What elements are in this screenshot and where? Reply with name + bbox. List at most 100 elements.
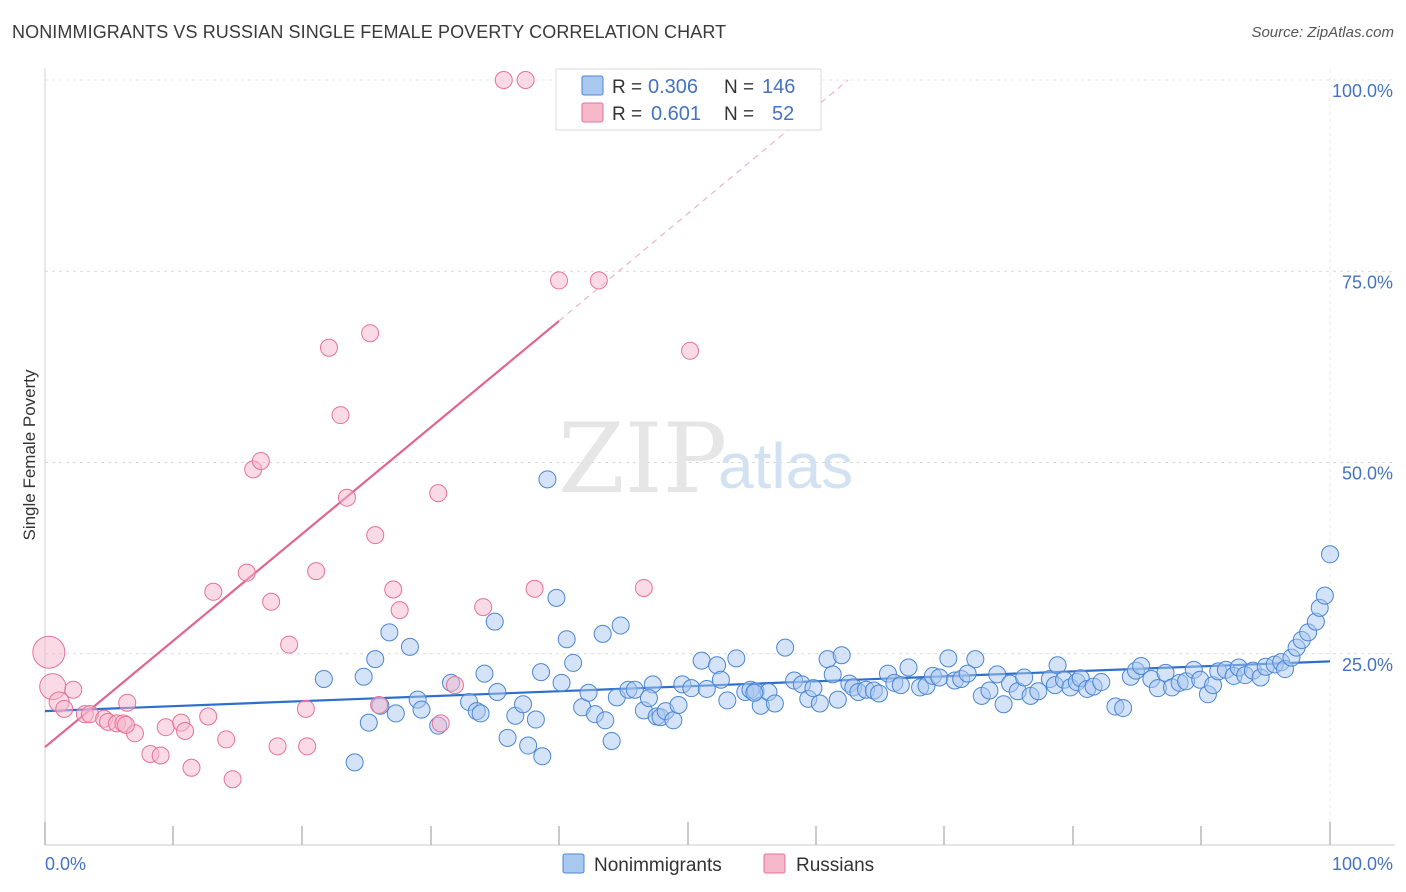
data-point-nonimmigrants: [1092, 673, 1111, 692]
data-point-nonimmigrants: [471, 704, 490, 723]
data-point-nonimmigrants: [1321, 545, 1339, 564]
data-point-nonimmigrants: [412, 700, 431, 719]
data-point-nonimmigrants: [514, 695, 533, 714]
data-point-russians: [361, 324, 380, 343]
data-point-nonimmigrants: [958, 664, 977, 683]
chart-source: Source: ZipAtlas.com: [1251, 24, 1394, 41]
data-point-nonimmigrants: [354, 667, 373, 686]
data-point-nonimmigrants: [669, 696, 688, 715]
data-point-russians: [55, 699, 74, 718]
data-point-russians: [370, 696, 389, 715]
data-point-russians: [223, 770, 242, 789]
data-point-russians: [32, 635, 66, 669]
data-point-russians: [525, 579, 544, 598]
y-axis-label: Single Female Poverty: [20, 369, 39, 541]
bottom-legend: Nonimmigrants Russians: [562, 853, 874, 876]
data-point-nonimmigrants: [804, 679, 823, 698]
trend-line-russians: [44, 320, 560, 748]
data-point-russians: [262, 592, 281, 611]
data-point-nonimmigrants: [727, 649, 746, 668]
data-point-russians: [494, 71, 513, 89]
data-point-nonimmigrants: [533, 747, 552, 766]
data-point-nonimmigrants: [664, 711, 683, 730]
data-point-nonimmigrants: [869, 684, 888, 703]
data-point-nonimmigrants: [828, 690, 847, 709]
data-point-nonimmigrants: [988, 665, 1007, 684]
data-point-russians: [268, 737, 287, 756]
data-point-nonimmigrants: [400, 637, 419, 656]
data-point-russians: [182, 758, 201, 777]
data-point-nonimmigrants: [380, 623, 399, 642]
data-point-nonimmigrants: [692, 651, 711, 670]
y-tick-label: 75.0%: [1342, 272, 1393, 292]
legend-r-label: R =: [612, 104, 642, 125]
data-point-russians: [251, 451, 270, 470]
bottom-legend-swatch-nonimmigrants: [562, 853, 585, 874]
data-point-nonimmigrants: [359, 713, 378, 732]
data-point-nonimmigrants: [532, 663, 551, 682]
data-point-nonimmigrants: [711, 670, 730, 689]
data-point-nonimmigrants: [519, 736, 538, 755]
data-points: [32, 71, 1339, 789]
data-point-nonimmigrants: [552, 673, 571, 692]
data-point-nonimmigrants: [386, 704, 405, 723]
data-point-russians: [296, 699, 315, 718]
data-point-nonimmigrants: [682, 679, 701, 698]
x-tick-label: 0.0%: [45, 854, 86, 874]
bottom-legend-label-nonimmigrants: Nonimmigrants: [594, 855, 722, 876]
data-point-nonimmigrants: [564, 653, 583, 672]
data-point-russians: [237, 563, 256, 582]
data-point-nonimmigrants: [498, 728, 517, 747]
data-point-nonimmigrants: [994, 695, 1013, 714]
data-point-nonimmigrants: [810, 694, 829, 713]
legend-n-value: 146: [762, 76, 795, 98]
data-point-russians: [474, 598, 493, 617]
data-point-nonimmigrants: [602, 731, 621, 750]
data-point-nonimmigrants: [930, 668, 949, 687]
data-point-russians: [64, 680, 83, 699]
chart-title: NONIMMIGRANTS VS RUSSIAN SINGLE FEMALE P…: [12, 22, 727, 42]
data-point-russians: [331, 406, 350, 425]
y-tick-label: 50.0%: [1342, 464, 1393, 484]
legend-swatch-nonimmigrants: [581, 75, 604, 96]
data-point-nonimmigrants: [625, 680, 644, 699]
x-tick-label: 100.0%: [1332, 854, 1393, 874]
data-point-russians: [116, 715, 135, 734]
correlation-legend: R = 0.306 N = 146 R = 0.601 N = 52: [555, 68, 822, 131]
legend-r-label: R =: [612, 77, 642, 98]
data-point-nonimmigrants: [579, 683, 598, 702]
data-point-nonimmigrants: [745, 683, 764, 702]
data-point-russians: [176, 722, 195, 741]
data-point-russians: [118, 693, 137, 712]
data-point-nonimmigrants: [366, 650, 385, 669]
data-point-nonimmigrants: [765, 694, 784, 713]
data-point-nonimmigrants: [1315, 586, 1334, 605]
watermark-atlas: atlas: [718, 430, 853, 502]
data-point-nonimmigrants: [1114, 699, 1133, 718]
data-point-nonimmigrants: [980, 681, 999, 700]
data-point-russians: [390, 601, 409, 620]
data-point-nonimmigrants: [1015, 668, 1034, 687]
data-point-russians: [337, 488, 356, 507]
axes: [44, 68, 1395, 846]
legend-n-value: 52: [772, 103, 794, 125]
data-point-nonimmigrants: [966, 650, 985, 669]
legend-r-value: 0.601: [651, 103, 701, 125]
data-point-nonimmigrants: [1029, 682, 1048, 701]
legend-swatch-russians: [581, 102, 604, 123]
data-point-russians: [384, 580, 403, 599]
data-point-nonimmigrants: [526, 710, 545, 729]
data-point-nonimmigrants: [475, 664, 494, 683]
data-point-nonimmigrants: [596, 711, 615, 730]
data-point-nonimmigrants: [547, 588, 566, 607]
data-point-nonimmigrants: [776, 638, 795, 657]
legend-n-label: N =: [724, 77, 754, 98]
data-point-nonimmigrants: [611, 616, 630, 635]
data-point-nonimmigrants: [939, 649, 958, 668]
data-point-nonimmigrants: [697, 679, 716, 698]
data-point-russians: [589, 271, 608, 290]
data-point-russians: [634, 578, 653, 597]
data-point-russians: [319, 338, 338, 357]
data-point-nonimmigrants: [1132, 656, 1151, 675]
